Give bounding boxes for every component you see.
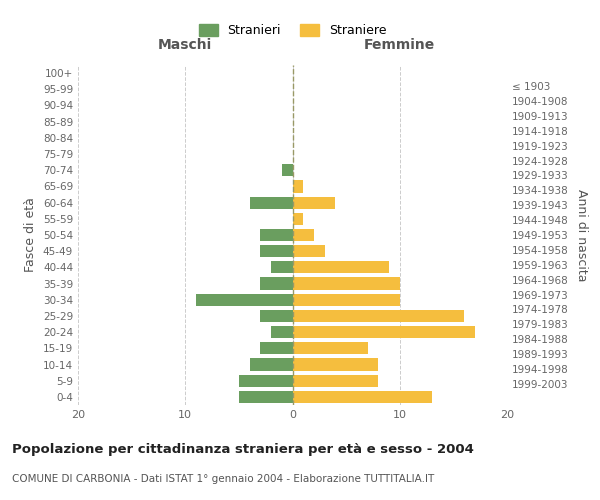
- Bar: [260, 278, 293, 289]
- Bar: [293, 229, 314, 241]
- Bar: [271, 326, 293, 338]
- Bar: [271, 262, 293, 274]
- Bar: [293, 326, 475, 338]
- Bar: [293, 358, 379, 370]
- Text: COMUNE DI CARBONIA - Dati ISTAT 1° gennaio 2004 - Elaborazione TUTTITALIA.IT: COMUNE DI CARBONIA - Dati ISTAT 1° genna…: [12, 474, 434, 484]
- Text: Maschi: Maschi: [158, 38, 212, 52]
- Bar: [250, 358, 293, 370]
- Bar: [293, 342, 368, 354]
- Bar: [293, 391, 432, 403]
- Bar: [293, 374, 379, 387]
- Bar: [239, 374, 293, 387]
- Bar: [196, 294, 293, 306]
- Y-axis label: Anni di nascita: Anni di nascita: [575, 188, 588, 281]
- Bar: [260, 229, 293, 241]
- Bar: [293, 278, 400, 289]
- Text: Femmine: Femmine: [364, 38, 436, 52]
- Bar: [293, 212, 303, 225]
- Bar: [250, 196, 293, 208]
- Bar: [282, 164, 293, 176]
- Text: Popolazione per cittadinanza straniera per età e sesso - 2004: Popolazione per cittadinanza straniera p…: [12, 442, 474, 456]
- Bar: [293, 262, 389, 274]
- Bar: [293, 180, 303, 192]
- Bar: [239, 391, 293, 403]
- Y-axis label: Fasce di età: Fasce di età: [25, 198, 37, 272]
- Bar: [293, 196, 335, 208]
- Bar: [260, 310, 293, 322]
- Bar: [293, 294, 400, 306]
- Bar: [293, 245, 325, 258]
- Legend: Stranieri, Straniere: Stranieri, Straniere: [199, 24, 386, 38]
- Bar: [260, 342, 293, 354]
- Bar: [293, 310, 464, 322]
- Bar: [260, 245, 293, 258]
